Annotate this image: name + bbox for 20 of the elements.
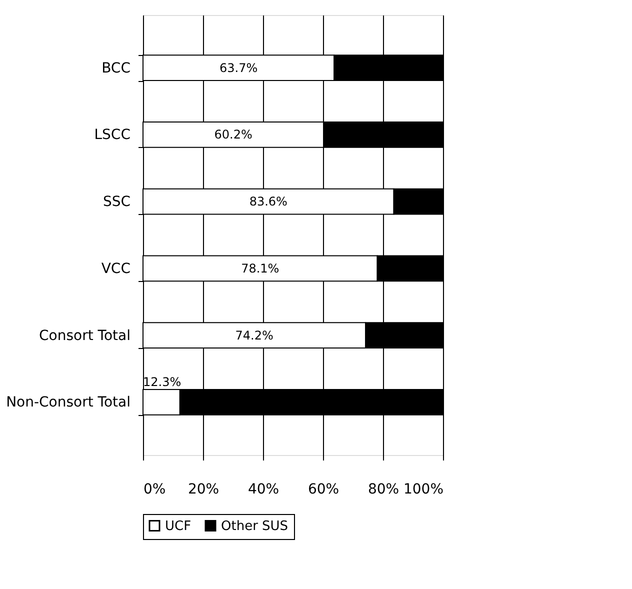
y-tick-label: VCC (101, 260, 131, 277)
data-label: 83.6% (249, 194, 288, 209)
data-label: 60.2% (214, 128, 252, 142)
x-tick-label: 100% (403, 482, 444, 498)
data-label: 12.3% (143, 375, 182, 390)
y-tick-label: Consort Total (39, 328, 130, 344)
y-tick-label: SSC (102, 194, 131, 210)
legend-label: Other SUS (221, 518, 288, 534)
x-tick-label: 80% (368, 482, 400, 498)
x-tick-label: 0% (144, 482, 166, 498)
x-tick-label: 20% (188, 482, 220, 498)
y-tick-label: BCC (102, 60, 131, 76)
y-tick-label: LSCC (94, 127, 131, 144)
x-tick-label: 60% (308, 482, 340, 498)
y-tick-label: Non-Consort Total (6, 394, 130, 411)
data-label: 63.7% (219, 60, 258, 75)
data-label: 74.2% (235, 328, 274, 342)
legend-label: UCF (165, 518, 192, 534)
x-tick-label: 40% (248, 482, 280, 498)
data-label: 78.1% (241, 261, 280, 276)
